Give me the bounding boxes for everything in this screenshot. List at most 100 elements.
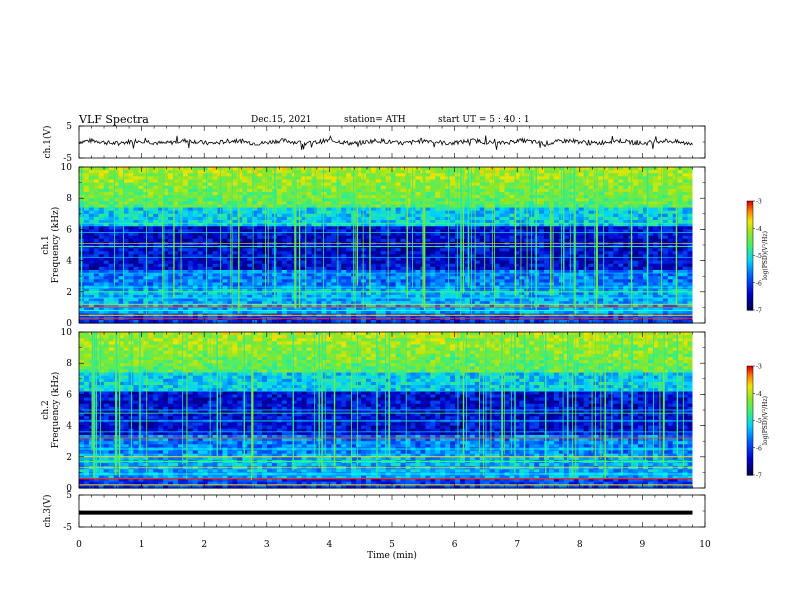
spectrogram-cell [123,191,130,196]
spectrogram-cell [311,167,318,171]
spectrogram-cell [212,213,219,218]
spectrogram-cell [93,201,100,206]
spectrogram-cell [311,229,318,234]
spectrogram-cell [182,176,189,181]
spectrogram-cell [276,195,283,199]
spectrogram-cell [103,220,110,224]
spectrogram-cell [133,185,139,190]
spectrogram-cell [128,188,135,193]
spectrogram-cell [464,235,471,240]
spectrogram-cell [237,167,243,171]
spectrogram-cell [133,176,139,181]
spectrogram-cell [257,173,263,177]
spectrogram-cell [93,176,100,181]
spectrogram-cell [276,213,283,218]
spectrogram-cell [356,191,362,196]
spectrogram-cell [237,213,243,218]
spectrogram-cell [464,188,471,193]
spectrogram-cell [633,179,639,184]
spectrogram-cell [549,232,555,237]
spectrogram-cell [474,210,481,215]
spectrogram-cell [153,170,159,174]
spectrogram-cell [212,179,219,184]
spectrogram-cell [494,232,501,237]
spectrogram-cell [143,179,149,184]
spectrogram-cell [351,226,357,230]
spectrogram-cell [514,216,520,221]
spectrogram-cell [504,191,511,196]
spectrogram-cell [237,191,243,196]
spectrogram-cell [638,207,644,212]
spectrogram-cell [474,170,481,174]
spectrogram-cell [148,170,154,174]
spectrogram-cell [182,223,189,227]
spectrogram-cell [118,204,125,209]
spectrogram-cell [286,204,293,209]
spectrogram-cell [276,232,283,237]
spectrogram-cell [148,191,154,196]
spectrogram-cell [425,179,431,184]
spectrogram-cell [494,191,501,196]
spectrogram-cell [168,223,174,227]
spectrogram-cell [113,220,120,224]
spectrogram-cell [192,226,199,230]
spectrogram-cell [623,210,629,215]
spectrogram-cell [588,229,595,234]
spectrogram-cell [578,232,585,237]
spectrogram-cell [138,191,144,196]
spectrogram-cell [385,170,392,174]
spectrogram-cell [207,220,214,224]
spectrogram-cell [380,188,387,193]
spectrogram-cell [405,195,412,199]
spectrogram-cell [647,173,654,177]
spectrogram-cell [133,201,139,206]
spectrogram-cell [247,220,253,224]
spectrogram-cell [128,220,135,224]
spectrogram-cell [440,220,446,224]
spectrogram-cell [365,204,372,209]
spectrogram-cell [311,201,318,206]
spectrogram-cell [281,235,288,240]
spectrogram-cell [474,191,481,196]
spectrogram-cell [281,223,288,227]
spectrogram-cell [469,185,476,190]
spectrogram-cell [252,201,258,206]
spectrogram-cell [370,167,377,171]
spectrogram-cell [643,179,649,184]
spectrogram-cell [321,182,327,187]
spectrogram-cell [252,167,258,171]
spectrogram-cell [652,185,659,190]
spectrogram-cell [88,185,95,190]
spectrogram-cell [657,188,664,193]
spectrogram-cell [455,179,461,184]
spectrogram-cell [440,210,446,215]
spectrogram-cell [301,204,308,209]
spectrogram-cell [93,191,100,196]
spectrogram-cell [118,226,125,230]
spectrogram-cell [430,226,436,230]
spectrogram-cell [83,198,90,202]
spectrogram-cell [192,229,199,234]
spectrogram-cell [227,185,233,190]
spectrogram-cell [405,210,412,215]
spectrogram-cell [682,226,689,230]
spectrogram-cell [677,191,684,196]
spectrogram-cell [435,232,441,237]
spectrogram-cell [212,167,219,171]
spectrogram-cell [553,176,560,181]
spectrogram-cell [400,216,407,221]
spectrogram-cell [202,188,209,193]
spectrogram-cell [400,229,407,234]
spectrogram-cell [588,198,595,202]
spectrogram-cell [385,176,392,181]
spectrogram-cell [603,173,609,177]
spectrogram-cell [568,191,575,196]
spectrogram-cell [638,213,644,218]
spectrogram-cell [519,195,525,199]
spectrogram-cell [509,179,515,184]
spectrogram-cell [405,220,412,224]
spectrogram-cell [311,191,318,196]
spectrogram-cell [469,216,476,221]
spectrogram-cell [613,204,619,209]
spectrogram-cell [123,229,130,234]
